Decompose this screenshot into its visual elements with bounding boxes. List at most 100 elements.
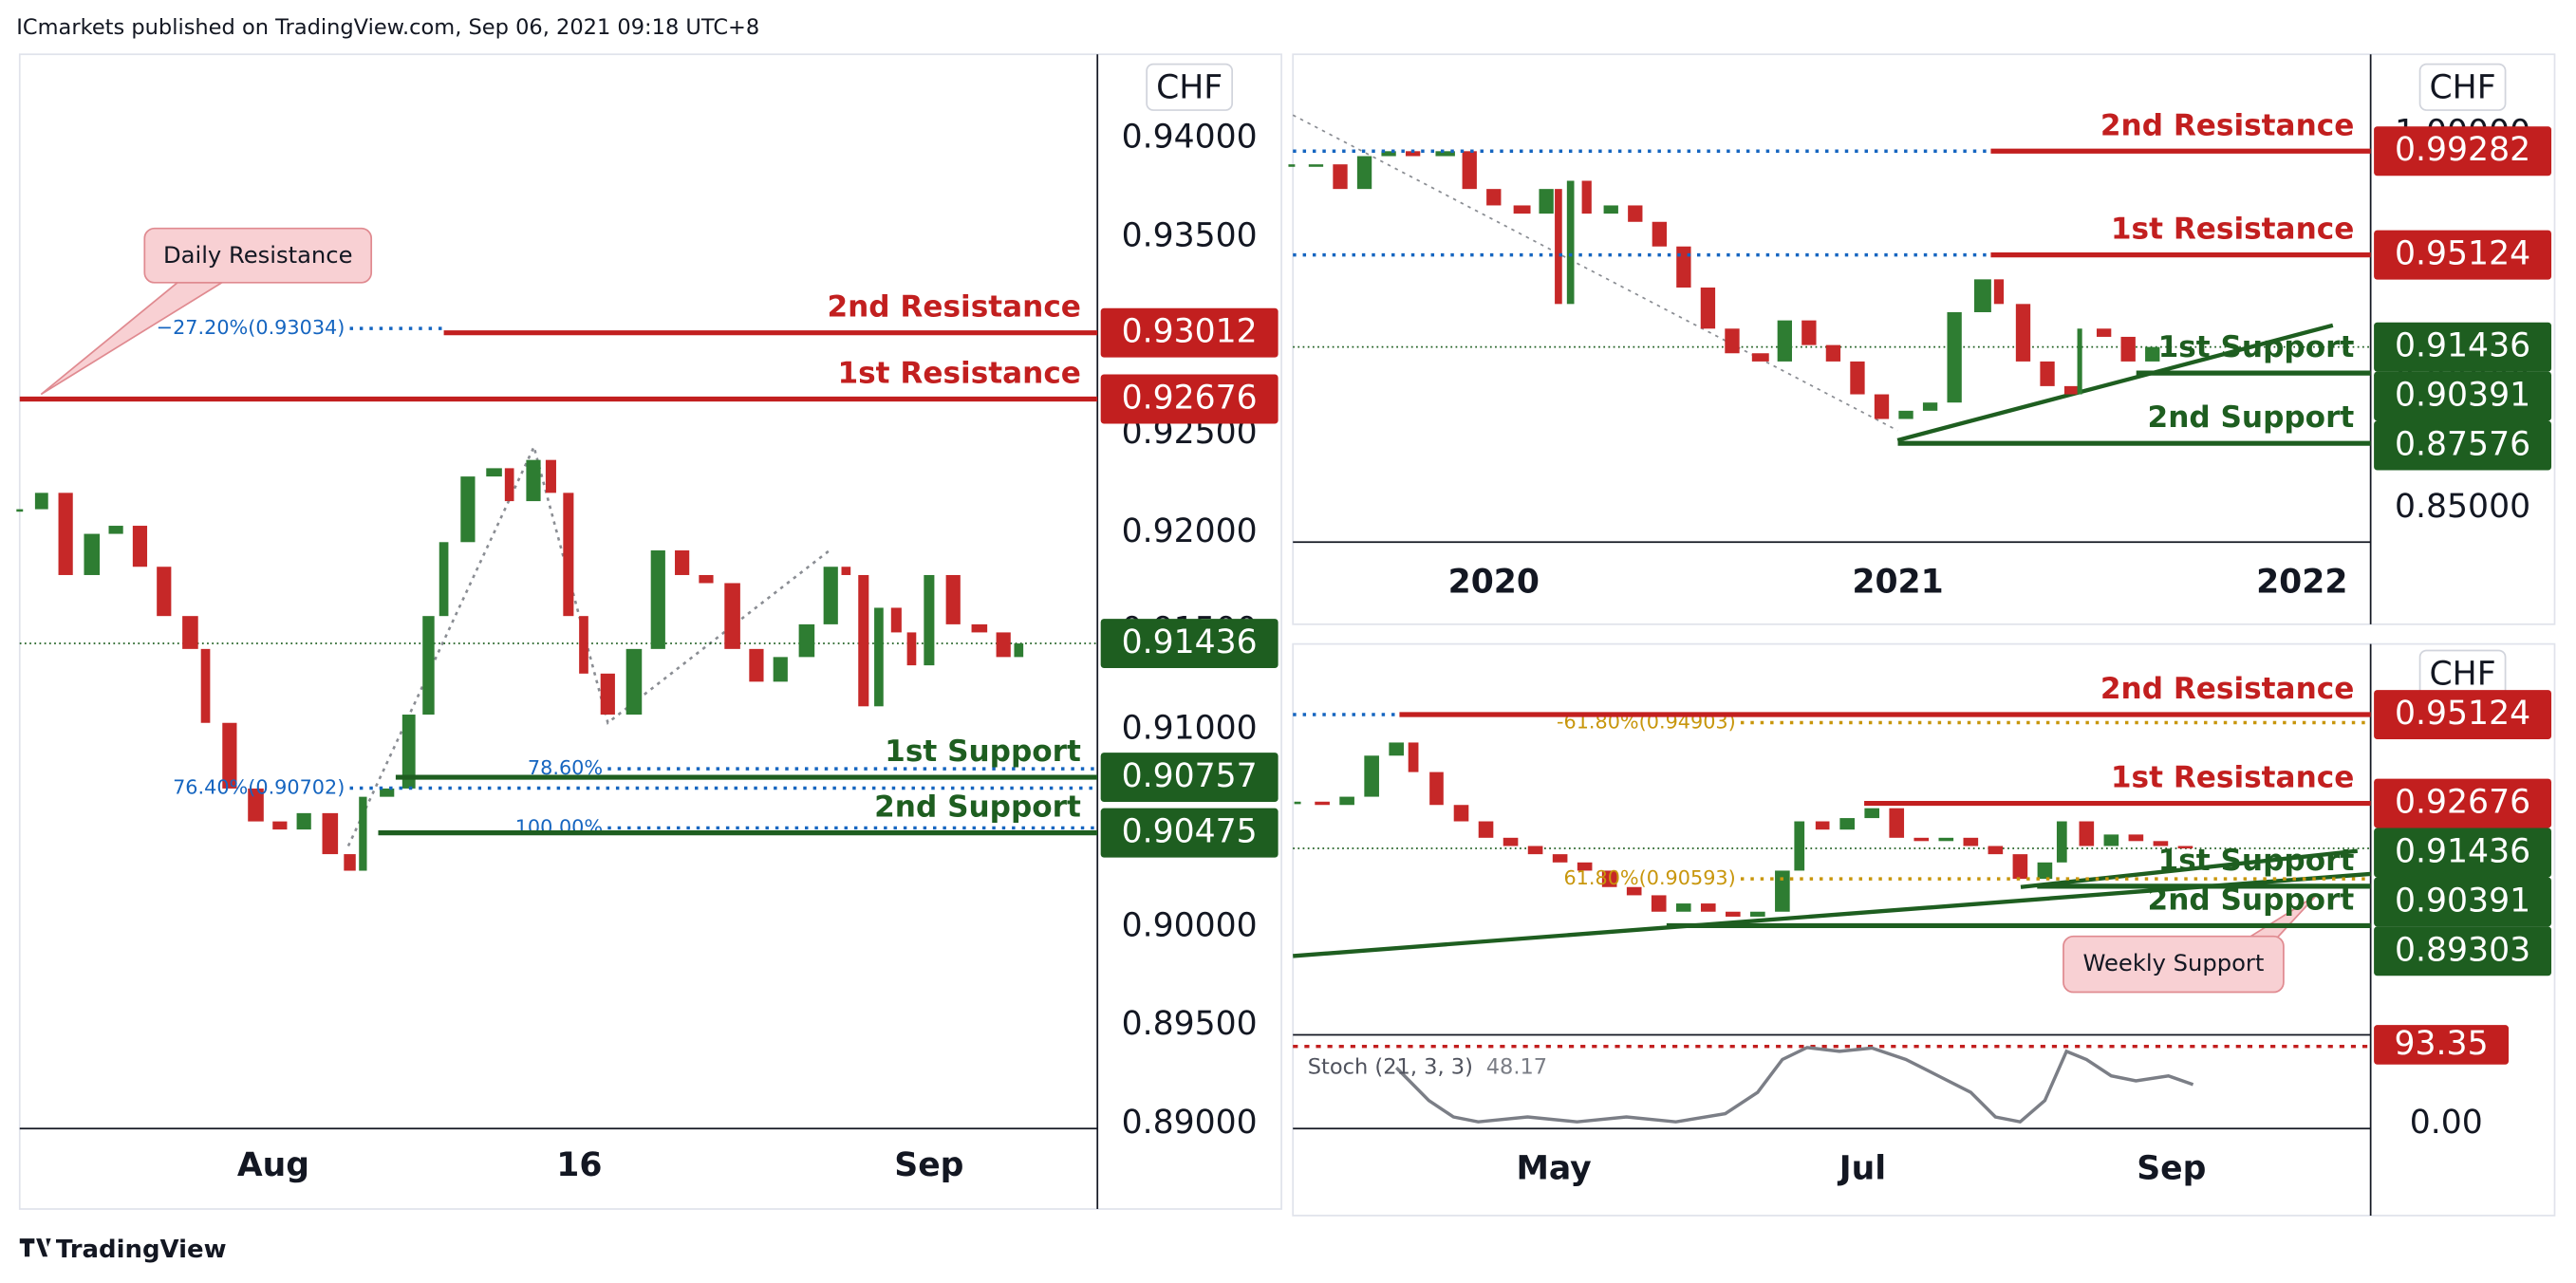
price-label: 0.92676 xyxy=(2395,784,2530,822)
candle xyxy=(1462,151,1477,190)
candle xyxy=(1527,846,1543,855)
candle xyxy=(945,574,961,624)
level-name: 2nd Resistance xyxy=(827,290,1080,325)
y-tick-label: 0.85000 xyxy=(2395,488,2530,526)
candle xyxy=(1308,164,1324,167)
candle xyxy=(724,583,740,649)
candle xyxy=(422,616,435,716)
fib-label: 76.40%(0.90702) xyxy=(173,775,345,798)
fib-label: −27.20%(0.93034) xyxy=(157,316,345,339)
candle xyxy=(773,657,788,682)
candle xyxy=(625,648,643,716)
level-name: 2nd Support xyxy=(874,790,1081,825)
candle xyxy=(2040,361,2055,386)
candle xyxy=(1339,796,1354,806)
candle xyxy=(1938,837,1954,842)
fib-drawing xyxy=(346,114,1898,847)
price-label: 0.92676 xyxy=(1122,379,1258,417)
candle xyxy=(1294,801,1301,805)
candle xyxy=(1973,279,1991,312)
candle xyxy=(1815,821,1830,830)
price-box xyxy=(1100,307,1279,358)
price-box xyxy=(1100,753,1279,803)
price-label: 0.90391 xyxy=(2395,882,2530,920)
x-tick-label: Sep xyxy=(2137,1149,2206,1187)
candle xyxy=(34,493,48,510)
trend-line xyxy=(2020,848,2359,889)
level-name: 1st Support xyxy=(2158,330,2355,364)
candle xyxy=(108,526,123,534)
candle xyxy=(1988,846,2004,855)
price-box xyxy=(2374,778,2552,828)
level-name: 1st Resistance xyxy=(2111,213,2354,247)
candle xyxy=(1794,821,1805,871)
candle xyxy=(1825,344,1841,362)
candle xyxy=(157,567,172,617)
candle xyxy=(841,567,851,575)
stoch-level-label: 93.35 xyxy=(2395,1025,2489,1063)
candle xyxy=(1577,862,1593,871)
candle xyxy=(1288,164,1296,167)
candle xyxy=(1503,837,1519,846)
candle xyxy=(1801,320,1817,345)
callout-text: Daily Resistance xyxy=(163,242,353,269)
candle xyxy=(58,493,73,575)
price-box xyxy=(1100,374,1279,424)
price-box xyxy=(2374,371,2552,421)
candle xyxy=(1555,189,1562,305)
candle xyxy=(1675,903,1691,912)
currency: CHF xyxy=(1156,69,1223,107)
candle xyxy=(874,607,884,707)
level-name: 1st Support xyxy=(2158,844,2355,878)
candle xyxy=(1601,870,1617,887)
candle xyxy=(2012,854,2028,880)
candle xyxy=(1486,189,1502,206)
price-box xyxy=(2374,877,2552,927)
candle xyxy=(699,574,714,584)
x-tick-label: 2020 xyxy=(1448,564,1540,602)
price-label: 0.95124 xyxy=(2395,235,2530,273)
candle xyxy=(579,616,588,674)
candle xyxy=(996,632,1011,658)
candle xyxy=(1539,189,1554,214)
level-name: 1st Resistance xyxy=(837,357,1080,391)
candle xyxy=(1889,808,1905,838)
y-tick-label: 0.92000 xyxy=(1122,512,1258,550)
level-name: 2nd Resistance xyxy=(2100,108,2354,142)
price-box xyxy=(2374,690,2552,739)
candle xyxy=(359,796,367,871)
candle xyxy=(1381,151,1396,157)
candle xyxy=(2096,328,2112,337)
candle xyxy=(2153,841,2169,846)
candle xyxy=(1913,837,1930,842)
panel-frame xyxy=(18,53,1282,1210)
candle xyxy=(1364,755,1379,797)
x-tick-label: 16 xyxy=(556,1146,602,1184)
candle xyxy=(2077,328,2082,395)
candle xyxy=(182,616,198,649)
candle xyxy=(1750,911,1765,917)
currency: CHF xyxy=(2430,69,2496,107)
x-tick-label: Sep xyxy=(894,1146,963,1184)
candle xyxy=(1333,164,1348,190)
callout-box xyxy=(143,227,373,284)
candle xyxy=(1725,328,1740,354)
x-tick-label: 2021 xyxy=(1852,564,1943,602)
price-label: 0.90475 xyxy=(1122,813,1258,851)
candle xyxy=(1850,361,1865,395)
candle xyxy=(858,574,869,707)
price-box xyxy=(1100,808,1279,858)
callout-box xyxy=(2063,935,2285,994)
candle xyxy=(344,854,356,871)
candle xyxy=(2128,834,2144,842)
candle xyxy=(2056,821,2067,863)
candle xyxy=(222,722,237,789)
level-name: 2nd Support xyxy=(2148,883,2355,917)
candle xyxy=(1751,353,1769,362)
candle xyxy=(1652,221,1668,247)
candle xyxy=(1435,151,1455,157)
trend-guide xyxy=(1292,114,1898,432)
candle xyxy=(890,607,902,633)
candle xyxy=(1725,911,1741,917)
candle xyxy=(1947,311,1962,403)
